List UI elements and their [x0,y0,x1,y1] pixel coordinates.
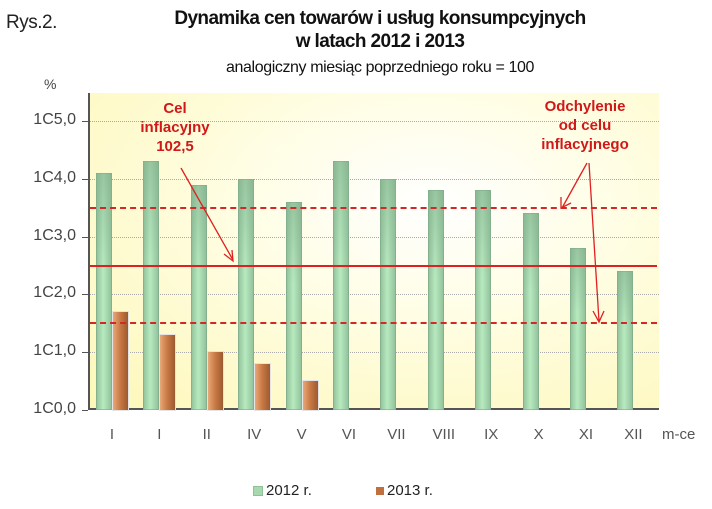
bar-2012 [333,161,349,410]
arrow-upper-deviation-icon [561,162,588,209]
arrow-lower-deviation-icon [588,162,600,322]
chart-title-line1: Dynamika cen towarów i usług konsumpcyjn… [174,8,586,29]
bar-2013 [255,363,271,410]
y-tick-mark [82,236,88,238]
bar-2012 [238,178,255,410]
x-tick-label: VIII [432,426,456,443]
y-tick-mark [82,178,88,180]
annotation-text: 102,5 [156,138,194,155]
x-tick-label: X [533,426,544,443]
y-tick-label: 1C0,0 [33,400,76,417]
gridline [90,121,659,122]
x-tick-label: I [109,426,115,443]
x-tick-label: IX [484,426,499,443]
x-tick-label: I [157,426,162,443]
gridline [90,236,659,238]
y-tick-label: 1C3,0 [33,226,76,244]
bar-2012 [427,190,444,410]
bar-2012 [143,161,160,410]
x-tick-label: VII [387,426,406,443]
bar-shade [522,213,539,293]
x-tick-label: VI [341,426,357,443]
x-tick-label: XI [578,426,594,443]
bar-2012 [96,173,112,410]
bar-2012 [380,178,397,410]
bar-shade [427,190,444,279]
bar-shade [570,248,586,313]
annotation-deviation: Odchylenie od celu inflacyjnego [520,97,650,154]
bar-shade [143,161,160,261]
bar-2013 [113,311,128,410]
bar-2012 [570,248,586,410]
bar-shade [380,178,397,272]
annotation-text: Cel [163,100,187,117]
inflation-target-line [90,264,657,267]
gridline [90,352,659,354]
deviation-band-line [90,322,657,325]
arrow-target-icon [180,167,234,261]
legend-item-2013: 2013 r. [376,482,433,499]
y-tick-label: 1C4,0 [33,168,76,186]
bar-2013 [302,381,318,410]
gridline [90,178,659,180]
y-tick-label: 1C5,0 [33,111,76,128]
arrowhead-icon [223,249,234,263]
y-tick-mark [82,410,88,411]
y-tick-mark [82,352,88,354]
plot-area [88,93,659,410]
bar-shade [238,178,255,272]
x-tick-label: XII [624,426,643,443]
annotation-text: inflacyjnego [541,136,629,153]
x-tick-label: II [202,426,211,443]
x-tick-label: IV [247,426,262,443]
y-axis-unit: % [44,76,57,92]
legend-label: 2012 r. [266,482,312,499]
chart-title-line2: w latach 2012 i 2013 [295,31,465,52]
x-axis-unit: m-ce [662,426,696,443]
arrowhead-icon [592,310,605,324]
legend-swatch-icon [376,486,384,495]
bar-shade [285,201,302,286]
legend-label: 2013 r. [387,482,433,499]
bar-2013 [207,352,223,410]
y-tick-mark [82,121,88,122]
gridline [90,294,659,296]
y-tick-label: 1C1,0 [33,342,76,360]
bar-2012 [522,213,539,410]
bar-2012 [475,190,492,410]
bar-2012 [285,201,302,410]
bar-shade [96,173,112,268]
bar-2013 [160,334,176,410]
bar-shade [475,190,492,279]
annotation-inflation-target: Cel inflacyjny 102,5 [120,99,230,156]
figure-label: Rys.2. [6,12,57,33]
annotation-text: inflacyjny [140,119,210,136]
bar-shade [333,161,349,261]
arrowhead-icon [560,197,572,210]
deviation-band-line [90,206,657,209]
legend-swatch-icon [253,485,263,496]
annotation-text: Odchylenie [544,98,626,115]
chart-subtitle: analogiczny miesiąc poprzedniego roku = … [226,59,534,76]
legend-item-2012: 2012 r. [253,482,312,499]
y-tick-mark [82,294,88,296]
bar-2012 [617,271,634,410]
bar-shade [617,271,634,327]
y-tick-label: 1C2,0 [33,284,76,302]
annotation-text: od celu [558,117,612,134]
x-tick-label: V [296,426,307,443]
